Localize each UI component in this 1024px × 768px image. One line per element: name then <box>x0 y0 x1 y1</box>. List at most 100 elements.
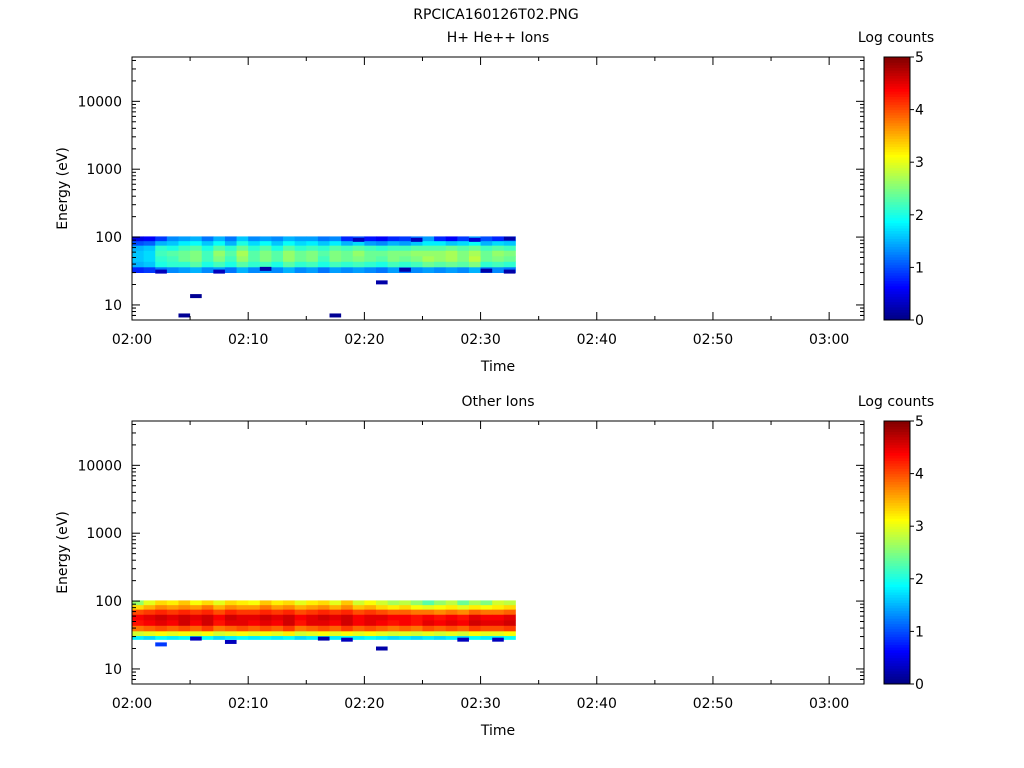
heatmap-cell <box>468 237 481 242</box>
colorbar-segment <box>884 444 910 448</box>
heatmap-cell <box>294 630 307 637</box>
heatmap-cell <box>317 236 330 242</box>
colorbar-segment <box>884 296 910 300</box>
heatmap-cell <box>178 609 191 615</box>
heatmap-cell <box>259 255 272 262</box>
heatmap-cell <box>213 261 226 268</box>
y-tick-label: 10 <box>104 662 122 678</box>
heatmap-cell <box>329 250 342 257</box>
colorbar-segment <box>884 649 910 653</box>
colorbar-segment <box>884 285 910 289</box>
heatmap-cell <box>259 604 272 610</box>
colorbar-segment <box>884 162 910 166</box>
heatmap-cell <box>399 267 411 272</box>
heatmap-cell <box>236 614 249 621</box>
heatmap-cell <box>341 236 354 242</box>
heatmap-cell <box>190 614 203 621</box>
heatmap-cell <box>434 255 447 262</box>
heatmap-cell <box>434 619 447 626</box>
heatmap-cell <box>190 619 203 626</box>
colorbar-segment <box>884 193 910 197</box>
colorbar-label: Log counts <box>858 30 934 46</box>
heatmap-cell <box>294 261 307 268</box>
heatmap-cell <box>352 625 365 632</box>
heatmap-cell <box>155 619 168 626</box>
colorbar-segment <box>884 188 910 192</box>
colorbar-segment <box>884 254 910 258</box>
heatmap-cell <box>283 250 296 257</box>
heatmap-cell <box>376 266 389 273</box>
colorbar-segment <box>884 584 910 588</box>
heatmap-cell <box>317 261 330 268</box>
heatmap-cell <box>422 630 435 637</box>
colorbar-segment <box>884 492 910 496</box>
heatmap-cell <box>224 600 237 606</box>
heatmap-cell <box>364 630 377 637</box>
heatmap-cell <box>317 636 330 641</box>
heatmap-cell <box>317 245 330 251</box>
heatmap-cell <box>376 630 389 637</box>
colorbar-segment <box>884 283 910 287</box>
heatmap-cell <box>492 266 505 273</box>
heatmap-cell <box>178 600 191 606</box>
heatmap-cell <box>271 255 284 262</box>
heatmap-cell <box>341 255 354 262</box>
heatmap-cell <box>143 255 156 262</box>
heatmap-cell <box>480 600 493 606</box>
heatmap-cell <box>190 609 203 615</box>
y-axis-label: Energy (eV) <box>55 147 71 230</box>
colorbar-segment <box>884 298 910 303</box>
colorbar-segment <box>884 544 910 548</box>
heatmap-cell <box>166 255 179 262</box>
heatmap-cell <box>492 255 505 262</box>
colorbar-segment <box>884 455 910 459</box>
heatmap-cell <box>503 635 516 640</box>
heatmap-cell <box>132 266 145 273</box>
plot-frame <box>131 420 865 685</box>
heatmap-cell <box>224 255 237 262</box>
heatmap-cell <box>445 245 458 251</box>
colorbar-segment <box>884 143 910 147</box>
heatmap-cell <box>283 236 296 242</box>
colorbar-segment <box>884 452 910 456</box>
heatmap-cell <box>166 625 179 632</box>
heatmap-cell <box>166 600 179 606</box>
heatmap-cell <box>503 269 516 274</box>
heatmap-cell <box>434 614 447 621</box>
colorbar-segment <box>884 133 910 137</box>
colorbar-segment <box>884 555 910 559</box>
colorbar-segment <box>884 170 910 174</box>
heatmap-cell <box>248 240 261 246</box>
heatmap-cell <box>352 619 365 626</box>
heatmap-cell <box>248 630 261 637</box>
colorbar-tick-label: 4 <box>915 103 924 119</box>
heatmap-cell <box>410 240 423 246</box>
colorbar-segment <box>884 141 910 145</box>
heatmap-cell <box>271 266 284 273</box>
heatmap-cell <box>457 261 470 268</box>
heatmap-cell <box>155 261 168 268</box>
heatmap-cell <box>294 600 307 606</box>
heatmap-cell <box>213 604 226 610</box>
colorbar-segment <box>884 164 910 168</box>
colorbar-segment <box>884 120 910 124</box>
colorbar-segment <box>884 436 910 440</box>
colorbar-segment <box>884 478 910 482</box>
heatmap-cell <box>236 600 249 606</box>
heatmap-cell <box>410 609 423 615</box>
heatmap-cell <box>410 630 423 637</box>
colorbar-segment <box>884 681 910 685</box>
heatmap-cell <box>410 237 423 242</box>
colorbar-segment <box>884 660 910 664</box>
colorbar-segment <box>884 470 910 475</box>
heatmap-cell <box>317 604 330 610</box>
colorbar-segment <box>884 494 910 498</box>
heatmap-cell <box>329 313 342 318</box>
heatmap-cell <box>352 255 365 262</box>
colorbar-segment <box>884 301 910 305</box>
colorbar-segment <box>884 85 910 90</box>
heatmap-cell <box>480 240 493 246</box>
heatmap-cell <box>201 236 214 242</box>
heatmap-cell <box>294 250 307 257</box>
heatmap-cell <box>143 245 156 251</box>
